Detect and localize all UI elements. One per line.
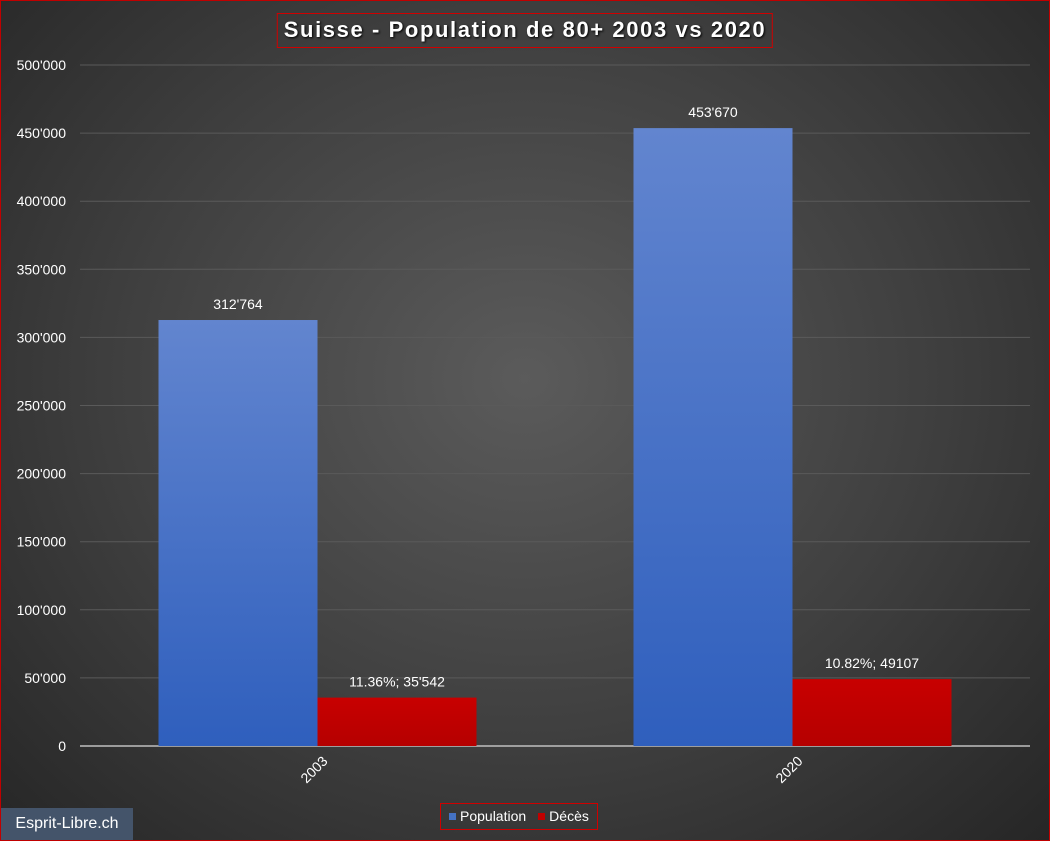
x-tick-label-2003: 2003 — [297, 753, 330, 786]
y-tick-label: 400'000 — [17, 193, 67, 209]
data-label-deces-2020: 10.82%; 49107 — [825, 655, 919, 671]
y-tick-label: 50'000 — [24, 670, 66, 686]
data-label-population-2003: 312'764 — [213, 296, 263, 312]
y-tick-label: 0 — [58, 738, 66, 754]
watermark: Esprit-Libre.ch — [1, 808, 133, 840]
y-tick-label: 100'000 — [17, 602, 67, 618]
legend-item-deces: Décès — [538, 808, 589, 824]
bars — [158, 128, 952, 747]
legend-swatch-deces — [538, 812, 546, 820]
data-label-population-2020: 453'670 — [688, 104, 738, 120]
y-tick-label: 200'000 — [17, 466, 67, 482]
y-tick-label: 300'000 — [17, 329, 67, 345]
legend-label-deces: Décès — [549, 808, 589, 824]
bar-population-2003 — [158, 320, 318, 746]
bar-deces-2003 — [317, 697, 477, 746]
bar-population-2020 — [633, 128, 793, 747]
y-tick-label: 500'000 — [17, 57, 67, 73]
legend-swatch-population — [449, 812, 456, 820]
legend: Population Décès — [440, 803, 598, 830]
chart-title: Suisse - Population de 80+ 2003 vs 2020 — [276, 13, 774, 48]
bar-deces-2020 — [792, 679, 952, 746]
legend-item-population: Population — [449, 808, 526, 824]
x-tick-label-2020: 2020 — [772, 753, 805, 786]
data-label-deces-2003: 11.36%; 35'542 — [349, 674, 445, 690]
legend-label-population: Population — [460, 808, 527, 824]
y-tick-label: 350'000 — [17, 261, 67, 277]
y-tick-label: 150'000 — [17, 534, 67, 550]
x-axis: 2003 2020 — [297, 753, 805, 786]
y-axis: 0 50'000 100'000 150'000 200'000 250'000 300'0… — [17, 57, 1030, 754]
y-tick-label: 450'000 — [17, 125, 67, 141]
data-labels: 312'764 11.36%; 35'542 453'670 10.82%; 4910… — [213, 104, 919, 689]
y-tick-label: 250'000 — [17, 398, 67, 414]
